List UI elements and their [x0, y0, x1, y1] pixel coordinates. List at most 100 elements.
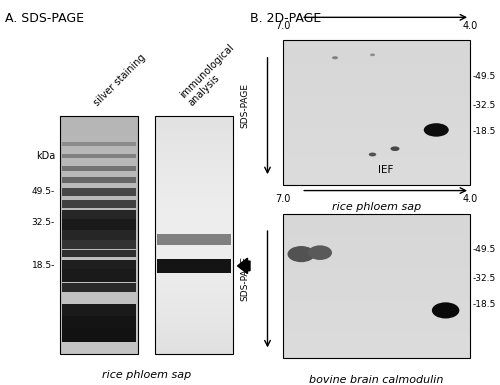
Bar	[155, 207, 232, 211]
Bar	[282, 74, 470, 77]
Bar	[155, 334, 232, 338]
Bar	[282, 315, 470, 317]
Text: kDa: kDa	[36, 151, 55, 161]
Bar	[155, 247, 232, 251]
Bar	[155, 263, 232, 267]
Bar	[155, 116, 232, 119]
Text: -32.5: -32.5	[472, 101, 496, 110]
Bar	[60, 131, 138, 136]
Bar	[282, 283, 470, 286]
Bar	[155, 227, 232, 231]
Bar	[60, 159, 138, 163]
Bar	[282, 89, 470, 91]
Text: IEF: IEF	[378, 165, 394, 175]
Bar	[282, 94, 470, 96]
Bar	[282, 60, 470, 62]
Bar	[60, 330, 138, 334]
Bar	[60, 179, 138, 183]
Bar	[60, 183, 138, 187]
Bar	[155, 124, 232, 127]
Bar	[155, 275, 232, 279]
FancyArrow shape	[238, 258, 250, 274]
Bar	[155, 295, 232, 298]
Bar	[282, 40, 470, 43]
Bar	[60, 155, 138, 159]
Bar	[60, 275, 138, 279]
Bar	[282, 266, 470, 269]
Bar	[282, 100, 470, 103]
Bar	[155, 151, 232, 155]
Bar	[155, 338, 232, 342]
Bar	[155, 183, 232, 187]
Bar	[282, 254, 470, 257]
Bar	[155, 159, 232, 163]
Bar	[60, 322, 138, 326]
Ellipse shape	[370, 54, 375, 56]
Bar	[155, 131, 232, 136]
Bar	[282, 108, 470, 110]
Bar	[62, 269, 136, 282]
Bar	[282, 259, 470, 262]
Bar	[155, 267, 232, 271]
Text: -49.5: -49.5	[472, 245, 496, 254]
Bar	[282, 86, 470, 89]
Bar	[62, 251, 136, 258]
Bar	[62, 210, 136, 221]
Bar	[282, 245, 470, 247]
Bar	[155, 322, 232, 326]
Bar	[60, 147, 138, 151]
Bar	[282, 317, 470, 320]
Bar	[155, 259, 232, 263]
Bar	[60, 124, 138, 127]
Bar	[60, 247, 138, 251]
Bar	[282, 312, 470, 315]
Bar	[282, 134, 470, 137]
Bar	[60, 175, 138, 179]
Bar	[60, 306, 138, 310]
Bar	[282, 103, 470, 105]
Bar	[282, 79, 470, 81]
Ellipse shape	[390, 146, 400, 151]
Bar	[282, 173, 470, 175]
Bar	[60, 119, 138, 124]
Text: 18.5-: 18.5-	[32, 261, 55, 270]
Bar	[60, 171, 138, 175]
Bar	[62, 283, 136, 292]
Bar	[282, 300, 470, 303]
Bar	[60, 231, 138, 235]
Bar	[155, 255, 232, 259]
Bar	[60, 315, 138, 318]
Bar	[282, 252, 470, 254]
Text: A. SDS-PAGE: A. SDS-PAGE	[5, 12, 84, 25]
Bar	[60, 350, 138, 354]
Bar	[282, 298, 470, 300]
Ellipse shape	[308, 245, 332, 260]
Bar	[155, 219, 232, 223]
Bar	[282, 81, 470, 84]
Bar	[282, 238, 470, 240]
Bar	[282, 62, 470, 64]
Bar	[60, 346, 138, 350]
Bar	[155, 318, 232, 322]
Bar	[282, 296, 470, 298]
Bar	[155, 211, 232, 215]
Bar	[60, 195, 138, 199]
Bar	[60, 295, 138, 298]
Bar	[282, 163, 470, 166]
Bar	[62, 219, 136, 231]
Bar	[60, 263, 138, 267]
Bar	[282, 137, 470, 139]
Bar	[62, 305, 136, 318]
Bar	[62, 200, 136, 208]
Bar	[60, 143, 138, 147]
Bar	[282, 308, 470, 310]
Bar	[282, 334, 470, 336]
Bar	[60, 283, 138, 286]
Bar	[282, 310, 470, 312]
Bar	[62, 230, 136, 239]
Text: rice phloem sap: rice phloem sap	[332, 202, 421, 212]
Bar	[282, 329, 470, 331]
Bar	[155, 291, 232, 295]
Bar	[60, 191, 138, 195]
Bar	[282, 110, 470, 112]
